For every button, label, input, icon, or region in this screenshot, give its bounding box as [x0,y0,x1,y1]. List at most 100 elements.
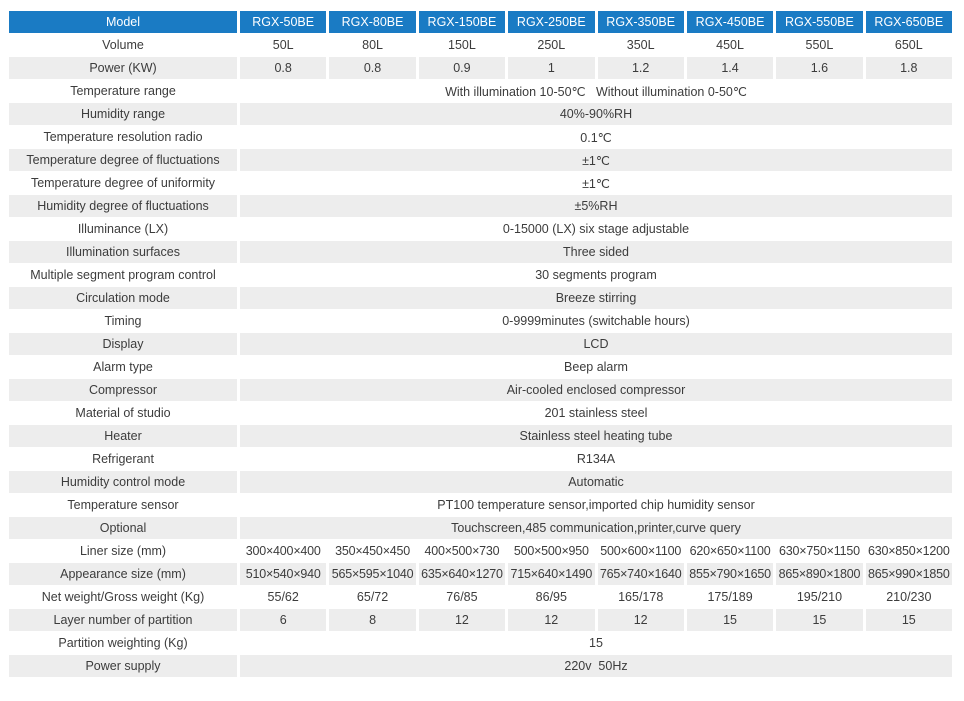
row-label: Partition weighting (Kg) [58,636,188,650]
header-cell-model-6: RGX-450BE [686,11,774,33]
spec-cell: 12 [418,609,506,631]
table-row: Appearance size (mm) 510×540×940 565×595×1… [9,563,952,585]
spec-cell-merged: 201 stainless steel [544,406,648,420]
row-label: Humidity control mode [9,471,237,493]
spec-cell: 0.9 [418,57,506,79]
table-body: Volume 50L 80L 150L 250L 350L 450L 550L 650L Powe… [9,34,952,677]
spec-cell-merged: ±1℃ [582,176,610,191]
row-label: Power (KW) [9,57,237,79]
spec-cell: 1.2 [597,57,684,79]
spec-cell: 565×595×1040 [329,563,416,585]
header-cell-model-4: RGX-250BE [508,11,595,33]
row-label: Display [9,333,237,355]
spec-cell: 1 [508,57,595,79]
spec-cell: 175/189 [707,590,753,604]
table-row: Layer number of partition 6 8 12 12 12 15 15 15 [9,609,952,631]
spec-cell-merged: With illumination 10-50℃ Without illumin… [445,84,747,99]
spec-cell-merged: ±1℃ [240,149,952,171]
table-row: Circulation mode Breeze stirring [9,287,952,309]
table-row: Temperature sensor PT100 temperature sens… [9,494,952,516]
spec-cell: 86/95 [535,590,567,604]
spec-cell: 865×990×1850 [865,563,952,585]
row-label: Optional [9,517,237,539]
table-row: Power (KW) 0.8 0.8 0.9 1 1.2 1.4 1.6 1.8 [9,57,952,79]
table-row: Display LCD [9,333,952,355]
spec-cell-merged: 30 segments program [535,268,657,282]
table-row: Heater Stainless steel heating tube [9,425,952,447]
spec-cell-merged: Breeze stirring [240,287,952,309]
spec-cell: 0.8 [329,57,416,79]
spec-cell: 865×890×1800 [776,563,863,585]
row-label: Temperature resolution radio [43,130,203,144]
spec-cell: 0.8 [240,57,327,79]
table-row: Power supply 220v 50Hz [9,655,952,677]
spec-cell: 80L [362,38,383,52]
spec-cell: 15 [686,609,774,631]
row-label: Temperature sensor [67,498,179,512]
row-label: Material of studio [75,406,171,420]
spec-cell: 510×540×940 [240,563,327,585]
spec-cell: 300×400×400 [245,544,321,558]
spec-cell-merged: Automatic [240,471,952,493]
spec-cell: 12 [597,609,684,631]
header-cell-model: Model [9,11,237,33]
row-label: Illuminance (LX) [77,222,169,236]
spec-cell: 500×600×1100 [600,544,682,558]
table-header-row: Model RGX-50BE RGX-80BE RGX-150BE RGX-250BE… [9,11,952,33]
spec-cell: 1.8 [865,57,952,79]
table-row: Illumination surfaces Three sided [9,241,952,263]
spec-cell: 50L [272,38,294,52]
row-label: Humidity range [9,103,237,125]
row-label: Heater [9,425,237,447]
table-row: Humidity degree of fluctuations ±5%RH [9,195,952,217]
spec-cell: 15 [776,609,863,631]
table-row: Refrigerant R134A [9,448,952,470]
spec-cell-merged: LCD [240,333,952,355]
row-label: Multiple segment program control [30,268,216,282]
row-label: Refrigerant [92,452,154,466]
spec-cell-merged: Stainless steel heating tube [240,425,952,447]
table-row: Temperature resolution radio 0.1℃ [9,126,952,148]
row-label: Net weight/Gross weight (Kg) [41,590,205,604]
row-label: Layer number of partition [9,609,237,631]
spec-cell: 150L [448,38,476,52]
row-label: Circulation mode [9,287,237,309]
spec-cell: 400×500×730 [424,544,500,558]
table-row: Temperature degree of uniformity ±1℃ [9,172,952,194]
table-row: Temperature degree of fluctuations ±1℃ [9,149,952,171]
spec-cell: 250L [537,38,566,52]
row-label: Volume [102,38,144,52]
spec-table: Model RGX-50BE RGX-80BE RGX-150BE RGX-250BE… [6,10,955,678]
spec-cell: 350×450×450 [335,544,411,558]
row-label: Illumination surfaces [9,241,237,263]
spec-cell: 715×640×1490 [508,563,595,585]
spec-cell: 855×790×1650 [686,563,774,585]
spec-cell: 500×500×950 [513,544,589,558]
spec-cell: 65/72 [356,590,389,604]
table-row: Optional Touchscreen,485 communication,pr… [9,517,952,539]
header-cell-model-7: RGX-550BE [776,11,863,33]
row-label: Compressor [9,379,237,401]
spec-cell: 6 [240,609,327,631]
spec-cell: 8 [329,609,416,631]
row-label: Power supply [9,655,237,677]
spec-cell: 350L [626,38,655,52]
table-row: Net weight/Gross weight (Kg) 55/62 65/72 76… [9,586,952,608]
row-label: Alarm type [93,360,153,374]
row-label: Temperature range [70,84,176,98]
header-cell-model-3: RGX-150BE [418,11,506,33]
spec-cell-merged: 40%-90%RH [240,103,952,125]
table-row: Multiple segment program control 30 segme… [9,264,952,286]
table-row: Material of studio 201 stainless steel [9,402,952,424]
spec-cell-merged: Three sided [240,241,952,263]
spec-cell-merged: R134A [576,452,616,466]
spec-cell: 1.6 [776,57,863,79]
spec-cell: 650L [894,38,923,52]
spec-cell: 55/62 [267,590,299,604]
spec-cell: 635×640×1270 [418,563,506,585]
table-row: Volume 50L 80L 150L 250L 350L 450L 550L 650L [9,34,952,56]
table-row: Temperature range With illumination 10-50… [9,80,952,102]
header-cell-model-1: RGX-50BE [240,11,327,33]
header-cell-model-2: RGX-80BE [329,11,416,33]
